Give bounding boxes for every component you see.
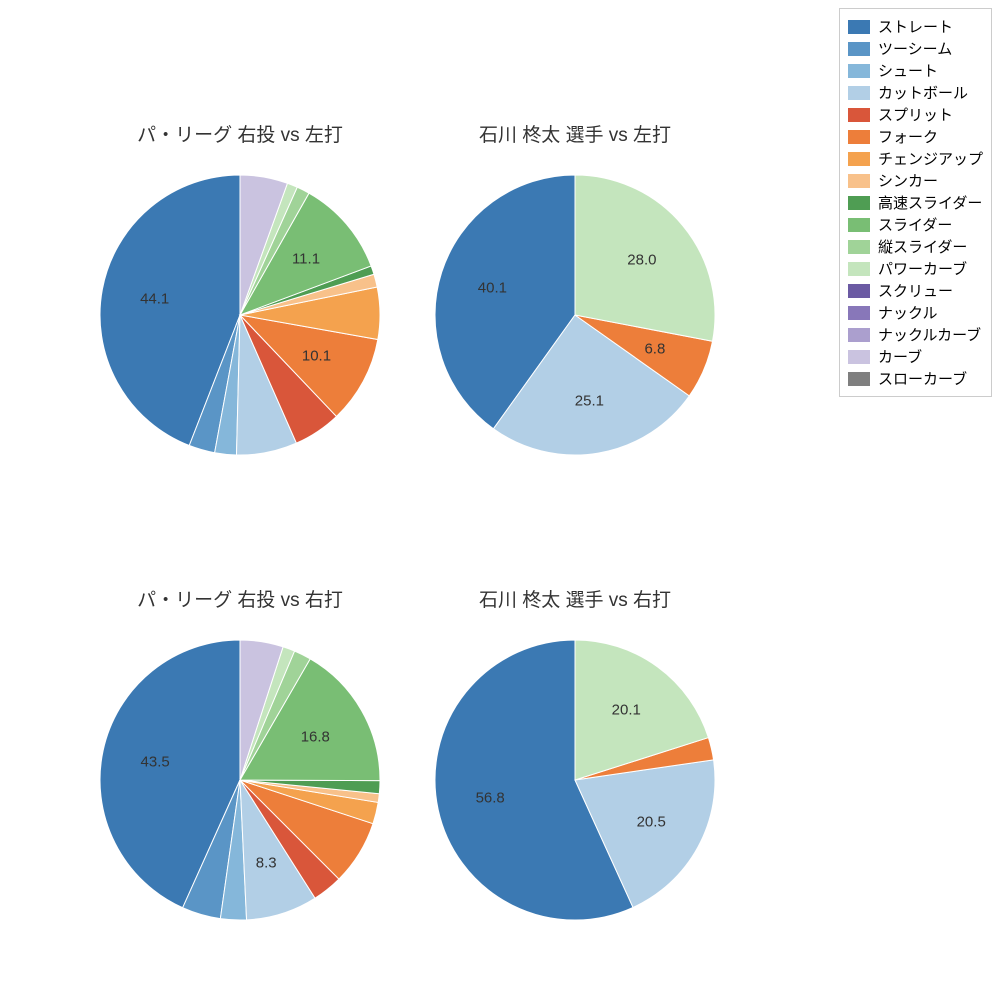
chart-title: 石川 柊太 選手 vs 右打 [425,585,725,612]
legend-item-knuckle: ナックル [848,302,983,323]
pie-label-fork: 6.8 [644,340,665,357]
legend-label: フォーク [878,126,938,147]
legend-swatch [848,130,870,144]
legend-label: ツーシーム [878,38,952,59]
legend-item-slider: スライダー [848,214,983,235]
legend-item-slow_curve: スローカーブ [848,368,983,389]
chart-title: パ・リーグ 右投 vs 右打 [90,585,390,612]
legend-item-two_seam: ツーシーム [848,38,983,59]
legend-item-fast_slider: 高速スライダー [848,192,983,213]
legend-item-curve: カーブ [848,346,983,367]
legend-label: 高速スライダー [878,192,982,213]
legend-swatch [848,262,870,276]
pie-label-cutball: 25.1 [575,392,604,409]
pie-svg [425,630,725,930]
pie-label-power_curve: 20.1 [612,701,641,718]
pie-label-cutball: 8.3 [256,854,277,871]
legend-item-straight: ストレート [848,16,983,37]
charts-grid: パ・リーグ 右投 vs 左打 44.1 10.1 11.1 石川 柊太 選手 vs 左打… [20,20,740,980]
legend-label: スローカーブ [878,368,967,389]
legend-item-cutball: カットボール [848,82,983,103]
legend-label: カーブ [878,346,922,367]
pie-label-cutball: 20.5 [637,813,666,830]
legend-label: スクリュー [878,280,953,301]
legend-swatch [848,174,870,188]
legend-label: シンカー [878,170,938,191]
pie-label-slider: 11.1 [292,250,320,267]
legend-label: ストレート [878,16,953,37]
pie-chart: 44.1 10.1 11.1 [90,165,390,465]
legend-swatch [848,306,870,320]
legend-swatch [848,20,870,34]
pie-label-straight: 40.1 [478,280,507,297]
legend-label: 縦スライダー [878,236,967,257]
legend-label: スプリット [878,104,953,125]
pie-label-straight: 43.5 [141,753,170,770]
legend-swatch [848,328,870,342]
legend-label: チェンジアップ [878,148,983,169]
legend-item-power_curve: パワーカーブ [848,258,983,279]
legend-item-changeup: チェンジアップ [848,148,983,169]
legend-swatch [848,42,870,56]
legend-label: ナックル [878,302,938,323]
legend-item-shoot: シュート [848,60,983,81]
legend-label: カットボール [878,82,968,103]
legend-label: スライダー [878,214,952,235]
legend: ストレートツーシームシュートカットボールスプリットフォークチェンジアップシンカー… [839,8,992,397]
pie-label-power_curve: 28.0 [627,251,656,268]
pie-label-fork: 10.1 [302,348,331,365]
legend-swatch [848,240,870,254]
chart-title: 石川 柊太 選手 vs 左打 [425,120,725,147]
pie-svg [425,165,725,465]
legend-item-v_slider: 縦スライダー [848,236,983,257]
legend-swatch [848,350,870,364]
legend-swatch [848,86,870,100]
pie-chart: 43.5 8.3 16.8 [90,630,390,930]
pie-chart: 40.1 25.1 6.8 28.0 [425,165,725,465]
legend-swatch [848,196,870,210]
legend-item-split: スプリット [848,104,983,125]
pie-chart: 56.8 20.5 20.1 [425,630,725,930]
legend-swatch [848,108,870,122]
legend-swatch [848,218,870,232]
legend-label: シュート [878,60,938,81]
pie-svg [90,630,390,930]
legend-swatch [848,372,870,386]
legend-item-knuckle_curve: ナックルカーブ [848,324,983,345]
legend-item-screw: スクリュー [848,280,983,301]
legend-swatch [848,152,870,166]
pie-svg [90,165,390,465]
pie-label-straight: 44.1 [140,291,169,308]
legend-item-sinker: シンカー [848,170,983,191]
legend-swatch [848,284,870,298]
pie-label-straight: 56.8 [476,790,505,807]
legend-label: パワーカーブ [878,258,967,279]
legend-item-fork: フォーク [848,126,983,147]
chart-title: パ・リーグ 右投 vs 左打 [90,120,390,147]
legend-swatch [848,64,870,78]
legend-label: ナックルカーブ [878,324,981,345]
pie-label-slider: 16.8 [301,728,330,745]
